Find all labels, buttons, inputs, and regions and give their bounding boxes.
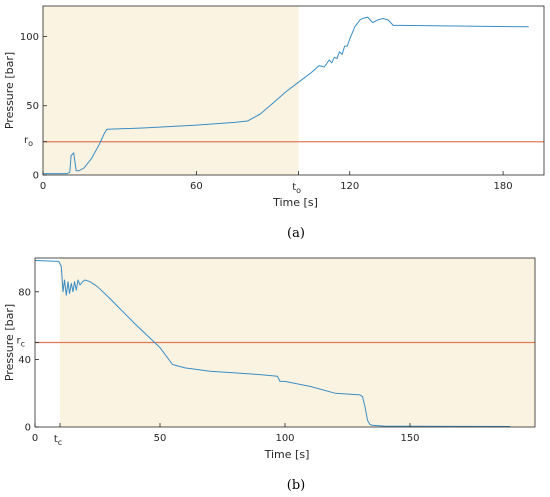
special-x-tick-label: to [292,182,301,195]
x-tick-label: 0 [40,181,46,192]
x-tick-label: 50 [154,433,167,444]
special-x-tick-label: tc [54,434,62,447]
x-tick-label: 100 [275,433,294,444]
x-axis-label: Time [s] [272,196,318,209]
y-tick-label: 100 [20,32,39,43]
x-tick-label: 0 [32,433,38,444]
panel-b: 0 50 100 150 0 40 80 tc rc Time [s] Pressure [bar] [3,257,536,461]
y-axis-label: Pressure [bar] [3,304,16,381]
y-tick-label: 0 [25,423,31,434]
y-tick-label: 0 [33,171,39,182]
x-axis-label: Time [s] [264,448,310,461]
caption-b: (b) [287,478,305,493]
axes-frame-a [42,5,545,176]
y-tick-label: 40 [18,355,31,366]
y-axis-label: Pressure [bar] [3,52,16,129]
shaded-region-a [43,6,299,175]
x-tick-label: 150 [400,433,419,444]
y-tick-label: 50 [26,101,39,112]
y-tick-label: 80 [18,287,31,298]
series-line-a-0 [43,16,529,175]
x-tick-label: 180 [494,181,513,192]
x-tick-label: 120 [340,181,359,192]
caption-a: (a) [287,226,305,241]
panel-a: 0 60 120 180 0 50 100 to ro Time [s] Pressure [bar… [3,5,545,209]
special-y-tick-label: rc [16,336,25,349]
series-line-b-0 [34,260,511,427]
x-tick-label: 60 [190,181,203,192]
special-y-tick-label: ro [24,135,33,148]
